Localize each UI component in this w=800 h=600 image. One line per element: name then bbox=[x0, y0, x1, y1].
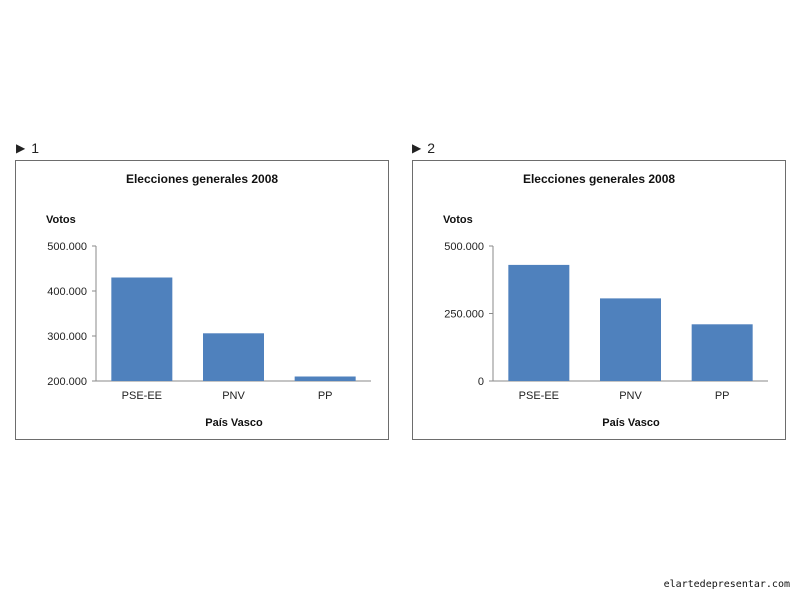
x-tick-label: PP bbox=[318, 390, 333, 402]
bar-pse-ee bbox=[508, 264, 570, 381]
panel-number: 1 bbox=[31, 140, 40, 156]
bar-pnv bbox=[203, 333, 264, 381]
y-tick-label: 200.000 bbox=[47, 376, 87, 388]
play-arrow-icon: ▶ bbox=[16, 141, 26, 155]
bar-pp bbox=[294, 376, 356, 381]
y-tick-label: 400.000 bbox=[47, 286, 87, 298]
y-tick-label: 300.000 bbox=[47, 331, 87, 343]
chart-title: Elecciones generales 2008 bbox=[126, 172, 278, 186]
x-axis-label: País Vasco bbox=[205, 417, 263, 429]
x-axis-label: País Vasco bbox=[602, 417, 660, 429]
bar-pp bbox=[691, 324, 753, 381]
chart-1-svg: Elecciones generales 2008 Votos País Vasco… bbox=[46, 172, 371, 429]
panel-number: 2 bbox=[427, 140, 436, 156]
y-tick-label: 500.000 bbox=[444, 241, 484, 253]
chart-panel-1: Elecciones generales 2008 Votos País Vasco… bbox=[15, 160, 389, 440]
chart-panel-2: Elecciones generales 2008 Votos País Vasco… bbox=[412, 160, 786, 440]
x-tick-label: PSE-EE bbox=[519, 390, 559, 402]
panel-marker-1: ▶ 1 bbox=[16, 140, 39, 156]
x-tick-label: PP bbox=[715, 390, 730, 402]
panel-marker-2: ▶ 2 bbox=[412, 140, 435, 156]
y-tick-label: 0 bbox=[478, 376, 484, 388]
y-axis-label: Votos bbox=[46, 214, 76, 226]
x-tick-label: PNV bbox=[619, 390, 642, 402]
bar-pnv bbox=[600, 298, 661, 381]
y-axis-label: Votos bbox=[443, 214, 473, 226]
watermark: elartedepresentar.com bbox=[663, 579, 790, 590]
bar-pse-ee bbox=[111, 277, 173, 381]
y-tick-label: 500.000 bbox=[47, 241, 87, 253]
x-tick-label: PNV bbox=[222, 390, 245, 402]
y-tick-label: 250.000 bbox=[444, 309, 484, 321]
play-arrow-icon: ▶ bbox=[412, 141, 422, 155]
chart-title: Elecciones generales 2008 bbox=[523, 172, 675, 186]
chart-2-svg: Elecciones generales 2008 Votos País Vasco… bbox=[443, 172, 768, 429]
x-tick-label: PSE-EE bbox=[122, 390, 162, 402]
